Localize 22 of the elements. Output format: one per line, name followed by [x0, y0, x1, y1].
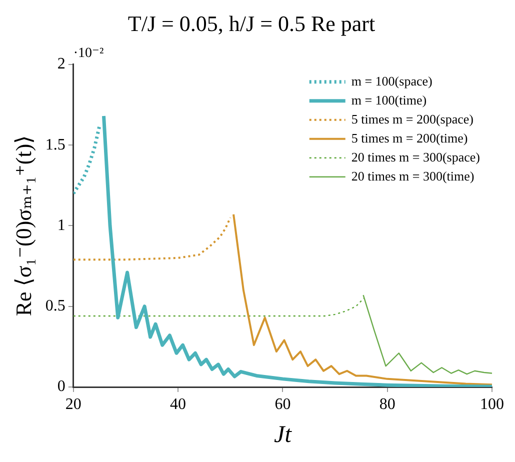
x-tick-label: 60	[274, 396, 291, 413]
y-tick-label: 2	[57, 56, 66, 73]
x-tick-label: 100	[480, 396, 504, 413]
legend-label: 20 times m = 300(space)	[351, 149, 480, 164]
legend-label: 5 times m = 200(space)	[351, 111, 474, 126]
y-tick-label: 0	[57, 378, 66, 396]
legend-label: 20 times m = 300(time)	[351, 168, 474, 184]
y-axis-title: Re ⟨σ₁⁻(0)σₘ₊₁⁺(t)⟩	[10, 135, 36, 316]
y-tick-label: 1.5	[45, 136, 66, 154]
legend-label: m = 100(space)	[351, 73, 432, 88]
legend-label: 5 times m = 200(time)	[351, 130, 468, 146]
x-axis-title: Jt	[274, 422, 293, 448]
text: ·10⁻²	[73, 46, 104, 62]
line-series	[73, 216, 232, 261]
chart-title: T/J = 0.05, h/J = 0.5 Re part	[128, 10, 376, 36]
x-tick-label: 20	[65, 396, 82, 413]
x-tick-label: 40	[170, 396, 186, 413]
x-tick-label: 80	[379, 396, 396, 413]
y-tick-label: 1	[57, 216, 66, 234]
legend-label: m = 100(time)	[351, 92, 427, 108]
y-tick-label: 0.5	[45, 298, 66, 315]
line-series	[73, 298, 364, 317]
